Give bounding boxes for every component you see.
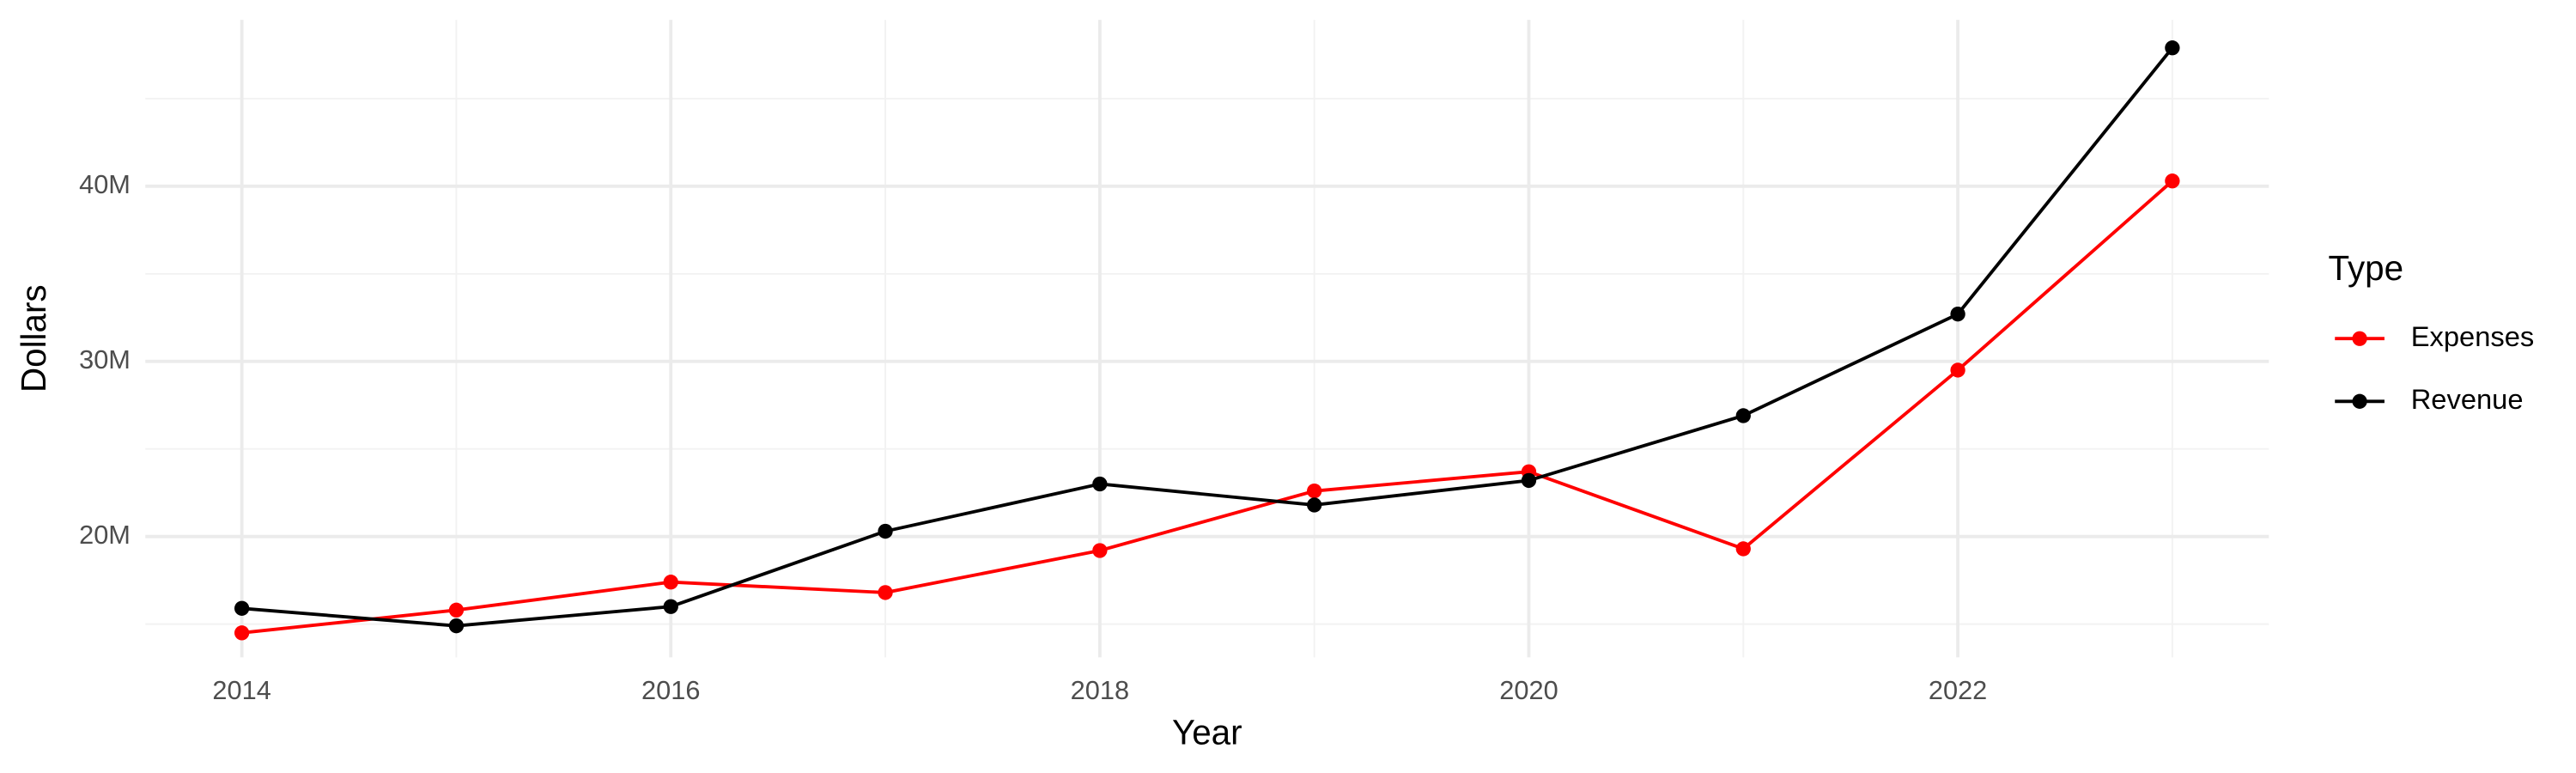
point bbox=[1521, 472, 1537, 489]
point bbox=[1307, 497, 1322, 513]
y-tick-label: 30M bbox=[79, 344, 131, 374]
point bbox=[878, 585, 893, 600]
x-tick-label: 2018 bbox=[1071, 675, 1129, 705]
legend-title: Type bbox=[2329, 248, 2404, 288]
point bbox=[448, 602, 465, 618]
point bbox=[878, 523, 893, 539]
legend-point bbox=[2352, 393, 2367, 409]
x-tick-label: 2016 bbox=[641, 675, 700, 705]
x-tick-label: 2022 bbox=[1929, 675, 1987, 705]
point bbox=[448, 618, 465, 634]
point bbox=[1307, 483, 1322, 499]
point bbox=[2165, 40, 2180, 56]
point bbox=[1735, 408, 1751, 423]
x-axis-title: Year bbox=[1172, 712, 1242, 752]
x-tick-label: 2020 bbox=[1499, 675, 1558, 705]
point bbox=[1092, 476, 1108, 492]
point bbox=[663, 599, 678, 614]
point bbox=[234, 625, 250, 641]
legend-label: Revenue bbox=[2411, 383, 2524, 415]
series-line bbox=[241, 46, 2174, 628]
point bbox=[2165, 173, 2180, 189]
legend-point bbox=[2352, 331, 2367, 346]
point bbox=[1950, 307, 1965, 322]
point bbox=[234, 600, 250, 616]
series-line bbox=[241, 180, 2174, 635]
point bbox=[1950, 362, 1965, 378]
y-tick-label: 20M bbox=[79, 520, 131, 550]
y-axis-title: Dollars bbox=[14, 284, 53, 393]
point bbox=[1735, 541, 1751, 557]
legend-label: Expenses bbox=[2411, 320, 2535, 352]
x-tick-label: 2014 bbox=[212, 675, 270, 705]
point bbox=[663, 575, 678, 590]
point bbox=[1092, 543, 1108, 558]
grid bbox=[145, 20, 2269, 658]
y-tick-label: 40M bbox=[79, 169, 131, 199]
